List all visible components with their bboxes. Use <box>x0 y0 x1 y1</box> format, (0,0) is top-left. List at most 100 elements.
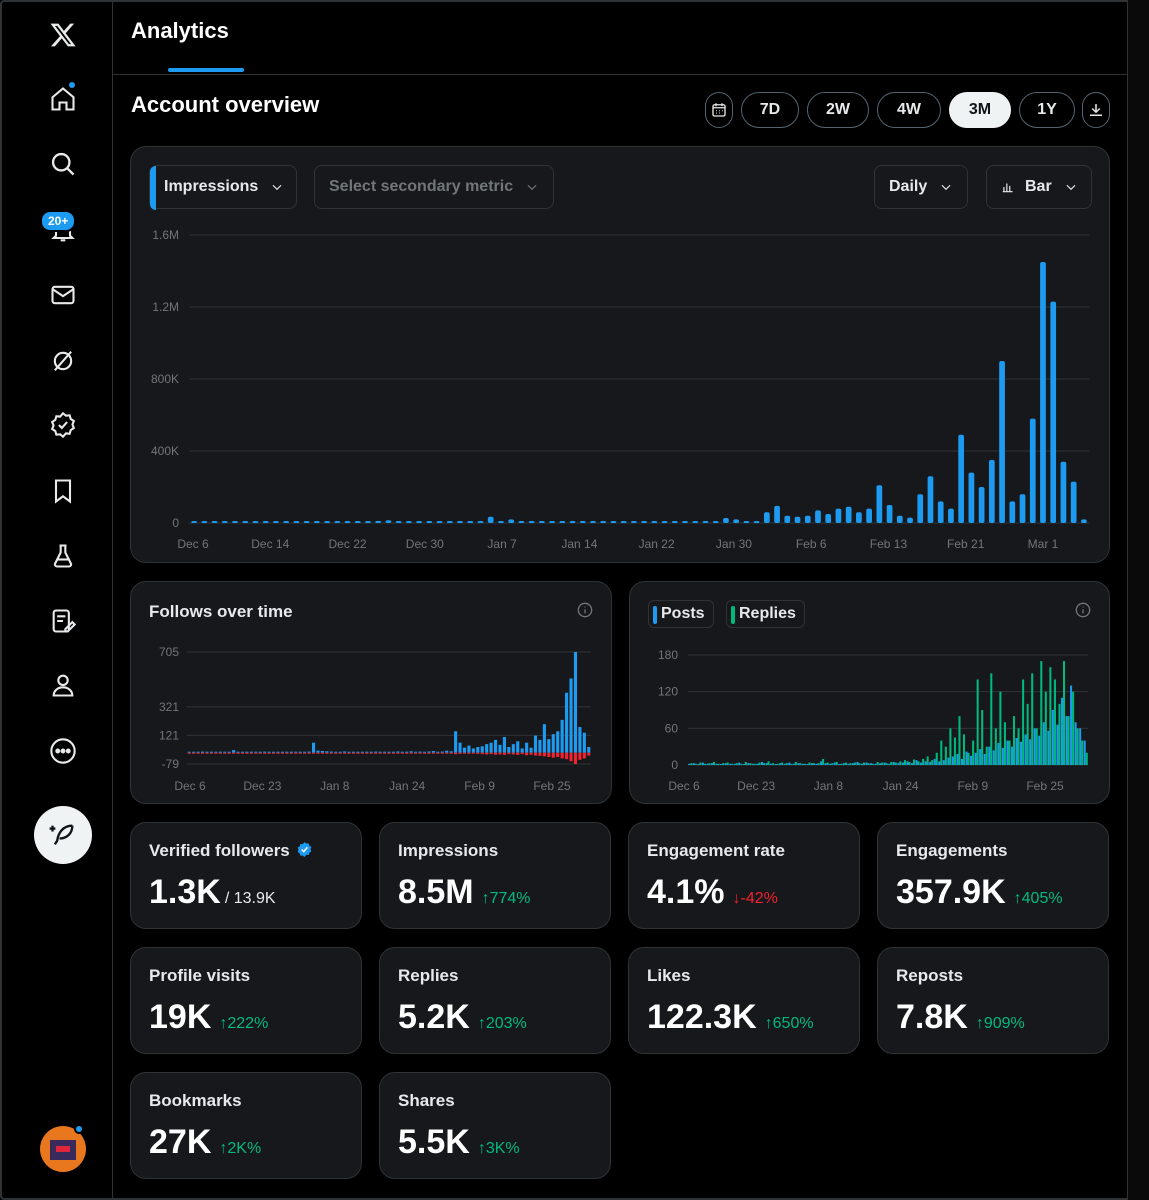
grok-icon[interactable] <box>44 342 82 380</box>
stat-label: Likes <box>647 966 691 985</box>
posts-bar <box>1047 730 1050 765</box>
follows-loss-bar <box>258 752 262 754</box>
follows-gain-bar <box>493 739 498 753</box>
search-icon[interactable] <box>44 145 82 183</box>
impressions-bar <box>457 521 463 523</box>
tab-analytics[interactable]: Analytics <box>131 18 229 43</box>
stat-change-value: 203% <box>485 1015 527 1032</box>
posts-bar <box>792 763 795 765</box>
impressions-bar <box>375 520 382 523</box>
follows-loss-bar <box>462 752 467 754</box>
follows-gain-bar <box>272 751 276 753</box>
impressions-bar <box>968 472 975 523</box>
posts-bar <box>997 743 1000 765</box>
posts-bar <box>983 754 986 765</box>
impressions-bar <box>242 521 249 523</box>
follows-gain-bar <box>498 744 502 753</box>
follows-gain-bar <box>280 751 285 753</box>
stat-card: Impressions 8.5M ↑774% <box>379 822 611 929</box>
compose-post-button[interactable] <box>34 806 92 864</box>
range-7d-button[interactable]: 7D <box>741 92 799 128</box>
avatar-shape-2 <box>56 1146 70 1152</box>
posts-bar <box>1010 746 1013 765</box>
impressions-bar <box>702 521 709 523</box>
follows-loss-bar <box>294 752 298 754</box>
follows-loss-bar <box>565 752 569 760</box>
range-2w-button[interactable]: 2W <box>807 92 869 128</box>
flask-icon[interactable] <box>44 537 82 575</box>
follows-loss-bar <box>311 752 316 754</box>
follows-loss-bar <box>498 752 502 755</box>
follows-gain-bar <box>565 692 569 753</box>
primary-metric-dropdown[interactable]: Impressions <box>149 165 297 210</box>
info-icon[interactable] <box>1075 602 1091 618</box>
arrow-up-icon: ↑ <box>219 1015 228 1032</box>
page-title: Account overview <box>131 92 320 117</box>
x-tick-label: Dec 30 <box>406 537 444 551</box>
follows-loss-bar <box>418 752 422 754</box>
follows-loss-bar <box>578 752 582 760</box>
impressions-bar <box>538 521 545 523</box>
follows-gain-bar <box>196 751 200 753</box>
info-icon[interactable] <box>577 602 593 618</box>
posts-bar <box>738 762 741 765</box>
follows-loss-bar <box>347 752 351 754</box>
x-logo-icon[interactable] <box>44 16 82 54</box>
stat-change: ↑650% <box>765 1015 814 1032</box>
download-button[interactable] <box>1082 92 1110 128</box>
range-1y-button[interactable]: 1Y <box>1019 92 1075 128</box>
follows-loss-bar <box>316 752 320 754</box>
profile-icon[interactable] <box>44 666 82 704</box>
follows-gain-bar <box>378 751 382 753</box>
follows-gain-bar <box>311 742 316 753</box>
follows-loss-bar <box>200 752 205 754</box>
follows-gain-bar <box>427 751 431 753</box>
stat-change: ↑3K% <box>478 1140 520 1157</box>
verified-svg <box>50 411 76 439</box>
range-3m-button[interactable]: 3M <box>949 92 1011 128</box>
posts-bar <box>910 763 913 765</box>
replies-bar <box>776 763 779 765</box>
replies-bar <box>1063 661 1066 765</box>
stat-change: ↑203% <box>478 1015 527 1032</box>
follows-gain-bar <box>542 724 546 753</box>
follows-loss-bar <box>378 752 382 754</box>
stat-value-row: 27K ↑2K% <box>149 1123 261 1162</box>
chart-type-dropdown[interactable]: Bar <box>986 165 1092 209</box>
posts-bar <box>692 763 695 765</box>
follows-gain-bar <box>502 737 506 753</box>
write-icon[interactable] <box>44 602 82 640</box>
x-tick-label: Dec 22 <box>329 537 367 551</box>
verified-icon[interactable] <box>44 406 82 444</box>
impressions-bar <box>1019 494 1026 523</box>
secondary-metric-placeholder: Select secondary metric <box>329 178 514 195</box>
follows-loss-bar <box>369 752 373 754</box>
follows-loss-bar <box>409 752 413 754</box>
more-icon[interactable] <box>44 732 82 770</box>
legend-posts[interactable]: Posts <box>648 600 714 628</box>
x-tick-label: Feb 9 <box>957 779 988 793</box>
legend-replies[interactable]: Replies <box>726 600 805 628</box>
x-tick-label: Jan 24 <box>883 779 919 793</box>
stat-change-value: 405% <box>1021 890 1063 907</box>
mail-icon[interactable] <box>44 276 82 314</box>
replies-bar <box>940 740 943 765</box>
posts-bar <box>829 763 832 765</box>
stat-change-value: 3K% <box>485 1140 520 1157</box>
stat-value-row: 1.3K/ 13.9K <box>149 873 276 912</box>
replies-bar <box>899 761 902 765</box>
secondary-metric-dropdown[interactable]: Select secondary metric <box>314 165 554 209</box>
replies-bar <box>981 710 984 765</box>
stat-label: Replies <box>398 966 459 985</box>
calendar-button[interactable] <box>705 92 733 128</box>
posts-bar <box>815 763 818 765</box>
bookmark-icon[interactable] <box>44 472 82 510</box>
follows-loss-bar <box>387 752 391 754</box>
home-icon[interactable] <box>44 80 82 118</box>
replies-bar <box>708 763 711 765</box>
replies-bar <box>876 761 879 765</box>
follows-loss-bar <box>267 752 271 754</box>
granularity-dropdown[interactable]: Daily <box>874 165 968 209</box>
range-4w-button[interactable]: 4W <box>877 92 941 128</box>
follows-chart: -79 121 321 705 Dec 6 Dec 23 Jan 8 Jan 24 Feb 9 F… <box>159 645 591 793</box>
